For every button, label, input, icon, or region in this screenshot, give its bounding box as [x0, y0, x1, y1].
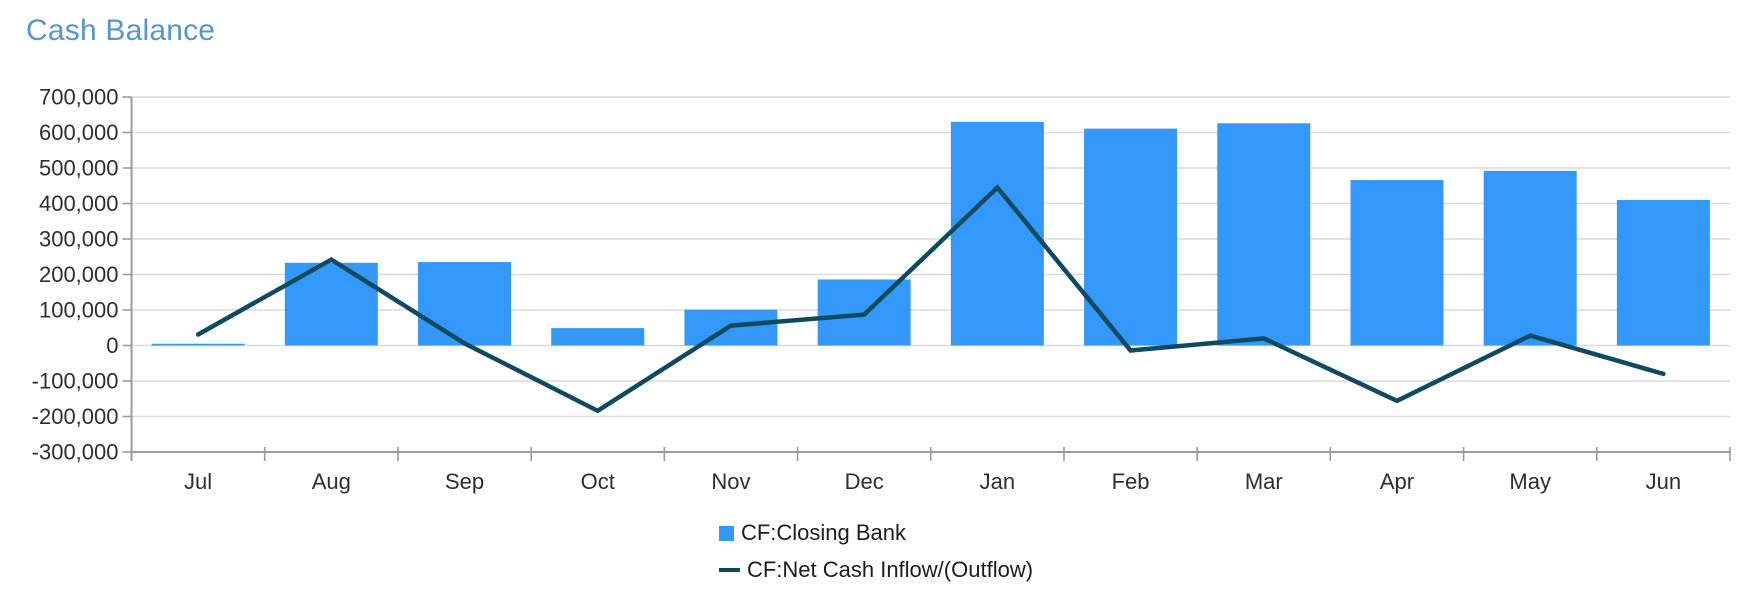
line-series-swatch-icon [718, 568, 740, 572]
legend-item-closing-bank[interactable]: CF:Closing Bank [718, 519, 907, 547]
x-axis-label-oct: Oct [581, 469, 615, 494]
legend-label-net-cash-inflow-outflow: CF:Net Cash Inflow/(Outflow) [746, 557, 1034, 582]
bar-sep [418, 262, 512, 346]
y-axis-label: -300,000 [32, 439, 119, 464]
chart-title: Cash Balance [26, 14, 216, 47]
x-axis-label-sep: Sep [445, 469, 484, 494]
bar-jan [950, 121, 1044, 346]
x-axis-label-jan: Jan [980, 469, 1015, 494]
x-axis-label-may: May [1509, 469, 1551, 494]
y-axis-label: 700,000 [39, 84, 119, 109]
legend-item-net-cash-inflow-outflow[interactable]: CF:Net Cash Inflow/(Outflow) [718, 556, 1034, 584]
x-axis-label-apr: Apr [1380, 469, 1414, 494]
x-axis-label-dec: Dec [845, 469, 884, 494]
bar-oct [551, 328, 645, 346]
bar-may [1483, 170, 1577, 346]
bar-jun [1616, 199, 1710, 346]
y-axis-label: 600,000 [39, 120, 119, 145]
y-axis-label: 200,000 [39, 262, 119, 287]
net-cash-inflow-line [195, 184, 1666, 414]
x-axis-label-aug: Aug [312, 469, 351, 494]
legend-label-closing-bank: CF:Closing Bank [740, 520, 907, 545]
bar-apr [1350, 180, 1444, 346]
legend-items: CF:Closing Bank CF:Net Cash Inflow/(Outf… [718, 519, 1034, 584]
y-axis-label: -200,000 [32, 404, 119, 429]
x-axis-label-jun: Jun [1646, 469, 1681, 494]
bar-aug [284, 262, 378, 346]
cash-balance-chart-canvas: 700,000 600,000 500,000 400,000 300,000 200,0… [32, 84, 1731, 494]
y-axis-label: -100,000 [32, 368, 119, 393]
x-axis-label-feb: Feb [1112, 469, 1150, 494]
bar-series-swatch-icon [718, 525, 734, 541]
x-axis-label-nov: Nov [711, 469, 750, 494]
y-axis-label: 400,000 [39, 191, 119, 216]
y-axis-label: 300,000 [39, 226, 119, 251]
y-axis-label: 500,000 [39, 155, 119, 180]
x-axis-label-jul: Jul [184, 469, 212, 494]
y-axis-label: 100,000 [39, 297, 119, 322]
x-axis-label-mar: Mar [1245, 469, 1283, 494]
bar-jul [151, 343, 245, 346]
chart-legend: CF:Closing Bank CF:Net Cash Inflow/(Outf… [0, 519, 1752, 584]
bar-mar [1217, 123, 1311, 346]
y-axis-label: 0 [106, 333, 118, 358]
